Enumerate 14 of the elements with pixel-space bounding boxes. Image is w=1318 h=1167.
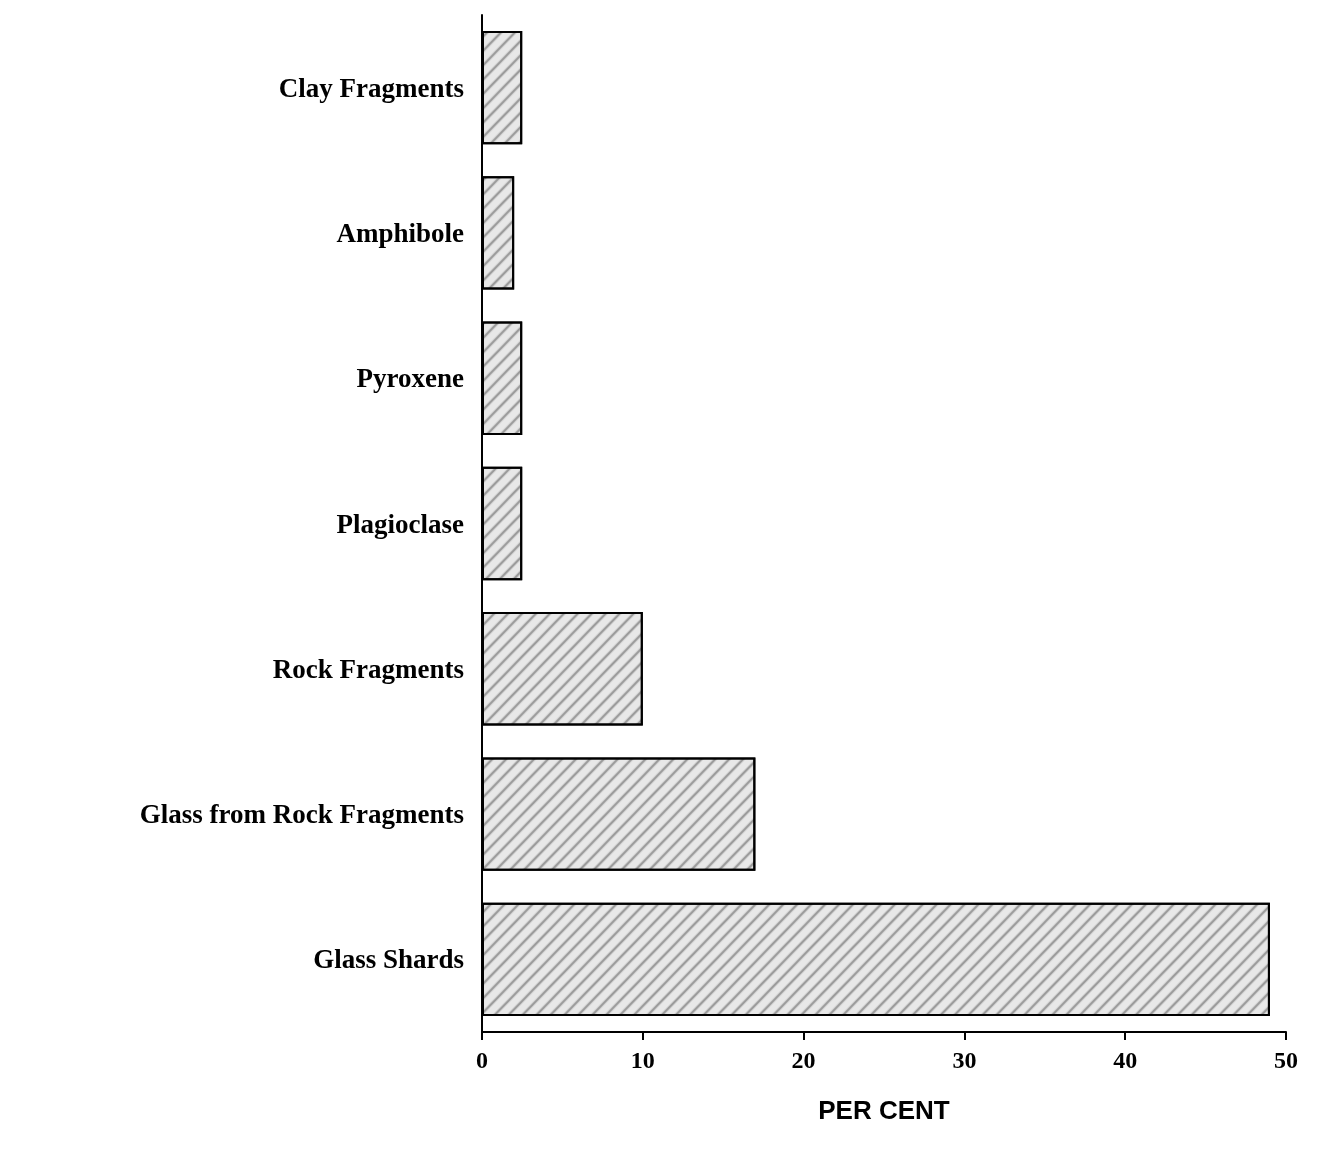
x-tick-label: 10 xyxy=(630,1047,655,1073)
y-tick-label: Clay Fragments xyxy=(278,72,464,103)
y-tick-label: Rock Fragments xyxy=(272,653,464,684)
y-tick-label: Plagioclase xyxy=(336,508,464,539)
x-axis-title: PER CENT xyxy=(818,1095,950,1125)
x-tick-label: 20 xyxy=(791,1047,816,1073)
x-tick-label: 40 xyxy=(1113,1047,1138,1073)
y-tick-label: Glass Shards xyxy=(313,944,464,975)
x-tick-label: 50 xyxy=(1274,1047,1298,1073)
x-tick-label: 0 xyxy=(476,1047,488,1073)
y-tick-label: Pyroxene xyxy=(356,363,464,394)
x-tick-label: 30 xyxy=(952,1047,977,1073)
y-tick-label: Glass from Rock Fragments xyxy=(139,799,464,830)
y-tick-label: Amphibole xyxy=(336,217,465,248)
